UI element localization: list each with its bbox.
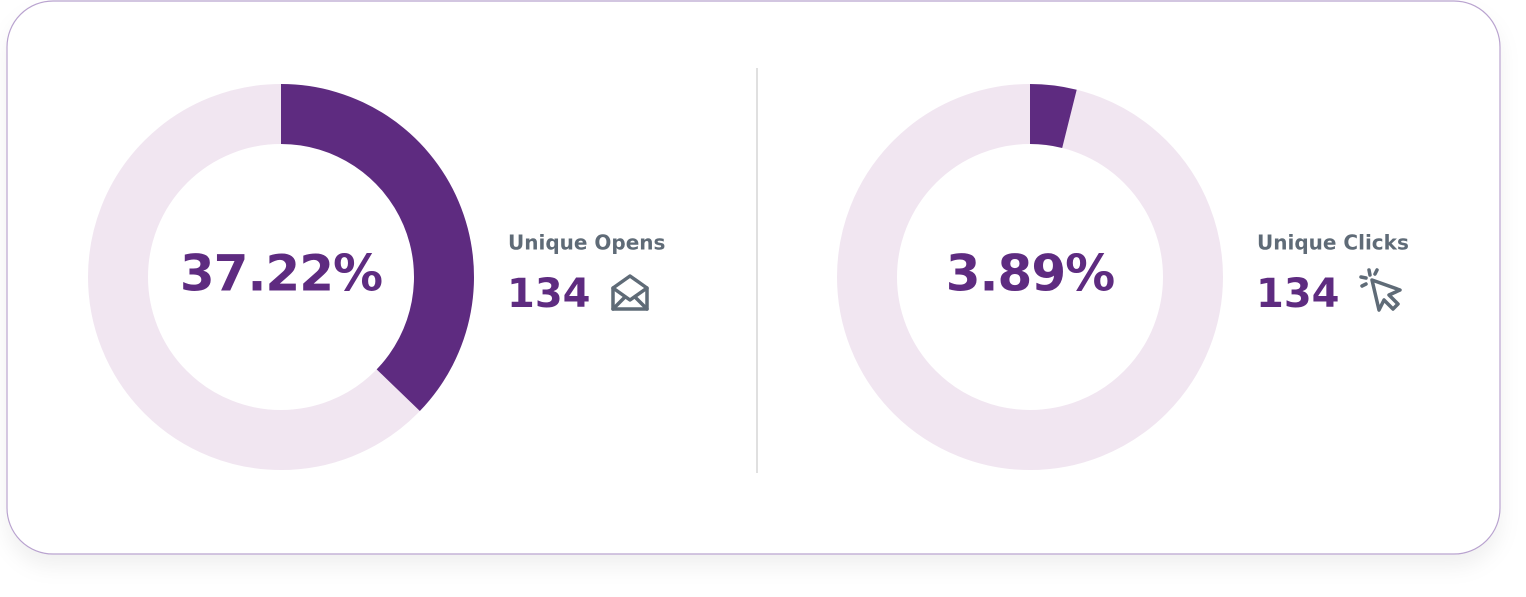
clicks-panel: 3.89% Unique Clicks 134: [837, 84, 1409, 470]
donut-segment: [281, 84, 474, 412]
metric-title: Unique Clicks: [1257, 231, 1409, 255]
donut-segment: [1030, 84, 1077, 148]
center-value-label: 3.89%: [946, 245, 1114, 303]
opens-panel: 37.22% Unique Opens 134: [88, 84, 665, 470]
center-value-label: 37.22%: [180, 245, 382, 303]
envelope-icon: [611, 274, 649, 311]
metric-count: 134: [1256, 271, 1340, 317]
donut-chart: 37.22% Unique Opens 134: [88, 84, 665, 470]
metric-title: Unique Opens: [508, 231, 665, 255]
donut-chart: 3.89% Unique Clicks 134: [837, 84, 1409, 470]
cursor-icon: [1359, 268, 1402, 312]
metric-count: 134: [507, 271, 591, 317]
